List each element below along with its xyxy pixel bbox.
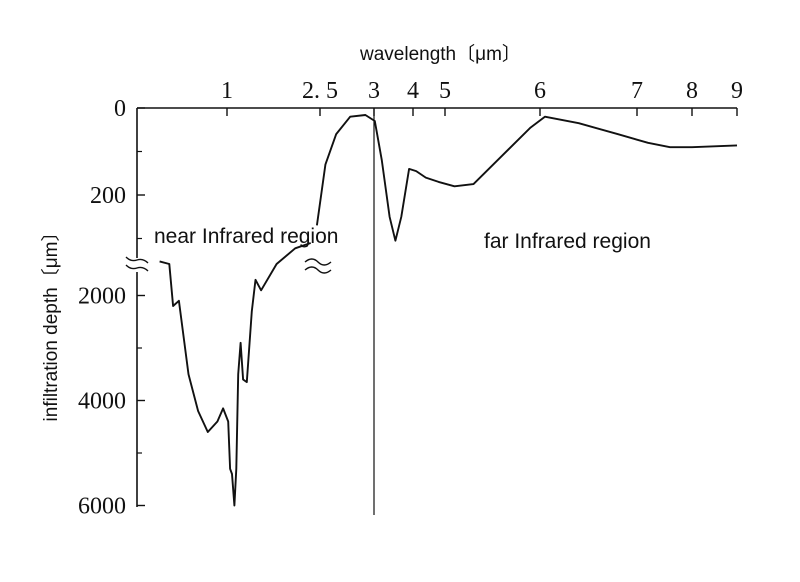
x-tick-label-5: 6 xyxy=(534,78,546,104)
x-tick-label-3: 4 xyxy=(407,78,419,104)
series-layer xyxy=(159,114,738,507)
y-tick-label-1: 200 xyxy=(90,183,126,209)
x-tick-label-0: 1 xyxy=(221,78,233,104)
x-tick-label-4: 5 xyxy=(439,78,451,104)
y-tick-label-2: 2000 xyxy=(78,284,126,310)
y-axis-title: infiltration depth〔μm〕 xyxy=(40,223,62,422)
y-tick-label-0: 0 xyxy=(114,96,126,122)
y-tick-label-3: 4000 xyxy=(78,389,126,415)
series-line-0-segment-0 xyxy=(159,242,312,507)
y-tick-label-4: 6000 xyxy=(78,494,126,520)
x-tick-label-2: 3 xyxy=(368,78,380,104)
far-infrared-label: far Infrared region xyxy=(484,230,651,253)
x-tick-label-1: 2. 5 xyxy=(302,78,338,104)
near-infrared-label: near Infrared region xyxy=(154,225,338,248)
series-line-0-segment-1 xyxy=(315,114,738,242)
x-axis-title: wavelength〔μm〕 xyxy=(359,43,521,65)
curve-break-mark xyxy=(304,258,332,274)
x-tick-label-8: 9 xyxy=(731,78,743,104)
x-tick-label-6: 7 xyxy=(631,78,643,104)
y-axis-break-mark xyxy=(125,256,149,272)
x-tick-label-7: 8 xyxy=(686,78,698,104)
y-axis-ticks: 0 200 2000 4000 6000 xyxy=(78,96,145,520)
y-axis-upper xyxy=(125,108,149,272)
